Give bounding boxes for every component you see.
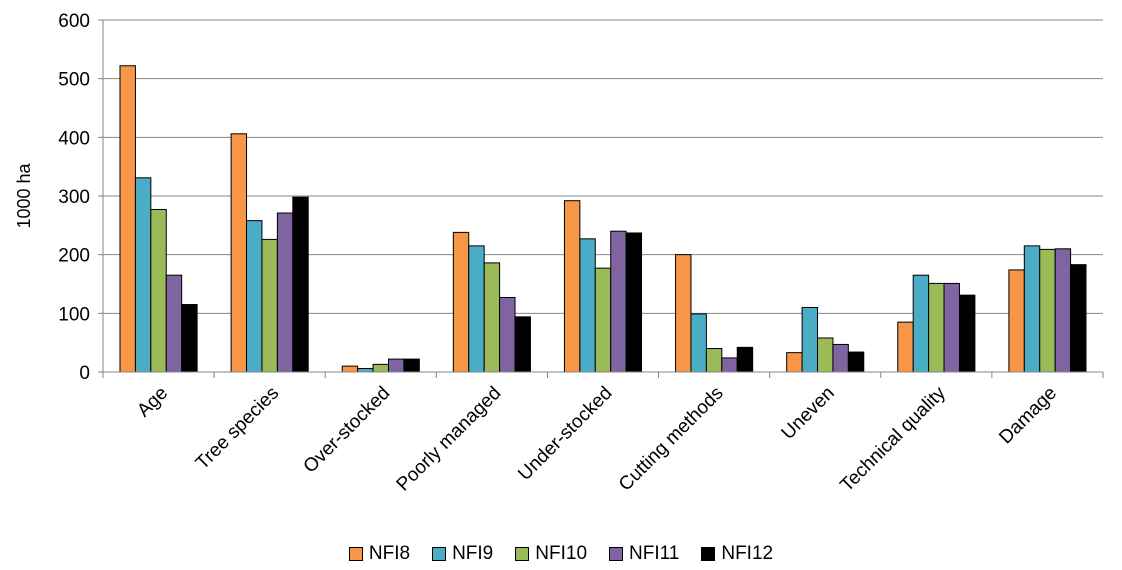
bar-nfi10-technical-quality bbox=[928, 282, 945, 373]
bar-nfi12-tree-species bbox=[292, 196, 309, 373]
legend-swatch bbox=[348, 547, 363, 561]
y-tick-label: 500 bbox=[58, 70, 90, 91]
bar-nfi11-tree-species bbox=[276, 212, 294, 373]
bar-nfi9-damage bbox=[1023, 245, 1041, 373]
bar-nfi8-over-stocked bbox=[341, 365, 359, 373]
y-tick-label: 200 bbox=[58, 246, 90, 267]
x-tick-label: Cutting methods bbox=[615, 383, 728, 496]
legend-label: NFI11 bbox=[629, 543, 680, 564]
legend-swatch bbox=[515, 547, 530, 561]
bar-nfi12-age bbox=[181, 304, 198, 373]
bar-nfi8-damage bbox=[1008, 269, 1025, 373]
bar-nfi12-poorly-managed bbox=[514, 316, 531, 373]
y-axis-label: 1000 ha bbox=[14, 162, 34, 228]
x-tick-label: Technical quality bbox=[836, 382, 950, 496]
bar-nfi9-uneven bbox=[801, 306, 819, 373]
legend-item-nfi10: NFI10 bbox=[515, 543, 587, 565]
bar-nfi8-cutting-methods bbox=[675, 254, 692, 373]
bar-nfi12-technical-quality bbox=[958, 294, 976, 373]
bar-nfi9-poorly-managed bbox=[468, 245, 485, 373]
bar-nfi12-cutting-methods bbox=[736, 346, 754, 373]
bar-nfi9-cutting-methods bbox=[690, 313, 707, 373]
bar-nfi9-technical-quality bbox=[912, 274, 930, 373]
x-tick-label: Under-stocked bbox=[514, 383, 616, 485]
bar-nfi10-cutting-methods bbox=[705, 348, 723, 373]
bar-nfi11-age bbox=[165, 274, 183, 373]
bar-nfi8-tree-species bbox=[230, 133, 248, 373]
bar-nfi12-over-stocked bbox=[403, 358, 420, 373]
bar-nfi12-under-stocked bbox=[625, 232, 643, 373]
bar-nfi10-poorly-managed bbox=[483, 262, 501, 373]
legend-swatch bbox=[432, 547, 447, 561]
legend-label: NFI12 bbox=[721, 543, 774, 564]
y-tick-label: 600 bbox=[58, 11, 90, 32]
bar-nfi12-uneven bbox=[847, 351, 865, 373]
legend-label: NFI8 bbox=[368, 543, 411, 564]
bar-nfi10-tree-species bbox=[261, 238, 278, 373]
bar-nfi9-tree-species bbox=[246, 220, 263, 373]
bar-chart: 0 100 200 300 400 500 600 Age Tree species Over-s… bbox=[14, 11, 1104, 496]
x-tick-label: Poorly managed bbox=[393, 383, 506, 496]
legend-swatch bbox=[609, 547, 624, 561]
bar-nfi10-age bbox=[150, 208, 167, 373]
legend-label: NFI9 bbox=[452, 543, 494, 564]
legend-swatch bbox=[701, 547, 716, 561]
x-tick-label: Over-stocked bbox=[300, 383, 395, 478]
legend-item-nfi9: NFI9 bbox=[432, 543, 493, 565]
x-tick-label: Age bbox=[133, 383, 172, 422]
tick-labels: 0 100 200 300 400 500 600 Age Tree species Over-s… bbox=[58, 11, 1061, 496]
bar-nfi11-over-stocked bbox=[387, 358, 405, 373]
y-tick-label: 0 bbox=[79, 363, 90, 384]
x-tick-label: Tree species bbox=[192, 383, 283, 474]
legend-item-nfi12: NFI12 bbox=[701, 543, 773, 565]
bar-nfi8-age bbox=[119, 65, 136, 373]
bar-nfi8-under-stocked bbox=[563, 200, 581, 373]
bar-nfi8-poorly-managed bbox=[452, 231, 470, 373]
legend-item-nfi11: NFI11 bbox=[609, 543, 679, 565]
bar-nfi9-age bbox=[134, 177, 152, 373]
bar-nfi9-over-stocked bbox=[357, 367, 374, 373]
y-tick-label: 100 bbox=[58, 304, 90, 325]
bar-nfi11-poorly-managed bbox=[499, 296, 516, 373]
y-tick-label: 400 bbox=[58, 128, 90, 149]
bar-nfi11-technical-quality bbox=[943, 282, 960, 373]
bar-nfi11-under-stocked bbox=[610, 230, 627, 373]
bar-nfi8-uneven bbox=[786, 352, 803, 373]
bar-nfi10-over-stocked bbox=[372, 363, 389, 373]
bar-nfi10-damage bbox=[1039, 248, 1056, 373]
bar-nfi10-under-stocked bbox=[594, 267, 612, 373]
axes bbox=[102, 20, 1103, 373]
x-tick-label: Damage bbox=[995, 383, 1061, 449]
bar-nfi11-damage bbox=[1054, 248, 1072, 373]
bar-nfi10-uneven bbox=[817, 337, 834, 373]
bars bbox=[119, 65, 1087, 373]
bar-nfi8-technical-quality bbox=[897, 321, 914, 373]
bar-nfi9-under-stocked bbox=[579, 238, 596, 373]
y-tick-label: 300 bbox=[58, 187, 90, 208]
bar-nfi12-damage bbox=[1070, 264, 1087, 373]
bar-nfi11-cutting-methods bbox=[721, 357, 738, 373]
legend-item-nfi8: NFI8 bbox=[348, 543, 411, 565]
legend-label: NFI10 bbox=[535, 543, 588, 564]
legend: NFI8 NFI9 NFI10 NFI11 NFI12 bbox=[0, 543, 1122, 565]
x-tick-label: Uneven bbox=[778, 383, 839, 444]
bar-nfi11-uneven bbox=[832, 343, 849, 373]
